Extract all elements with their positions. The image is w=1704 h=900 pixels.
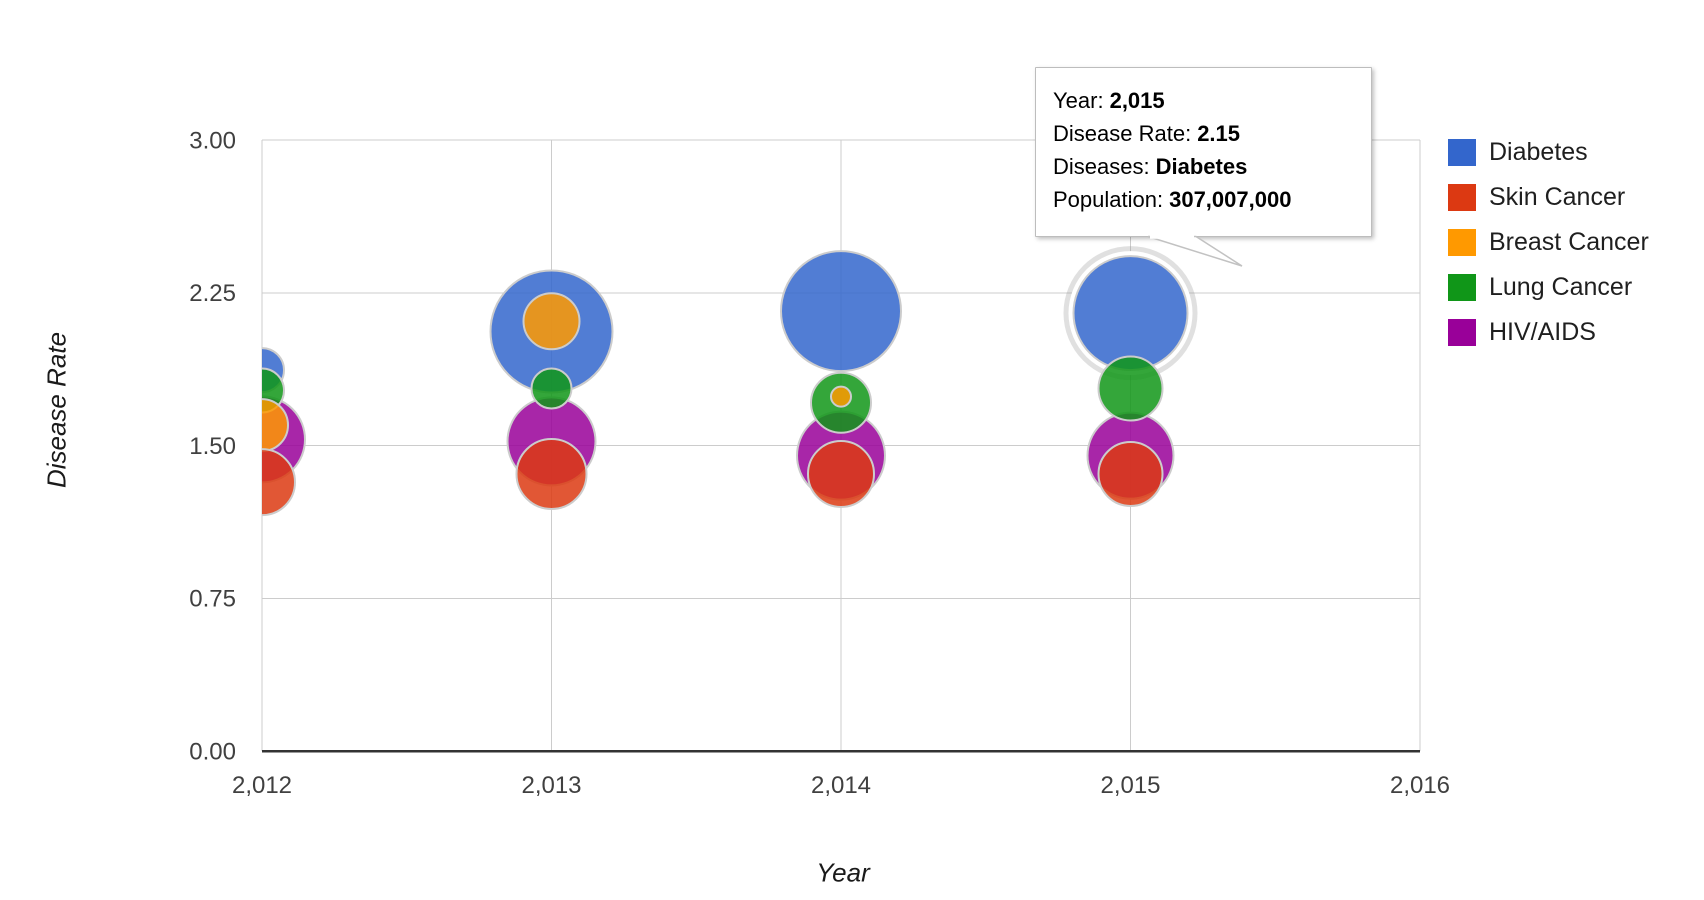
bubble-skin-cancer-2012[interactable] [229, 448, 296, 517]
y-tick-label-0: 0.00 [189, 738, 236, 765]
x-tick-label-2013: 2,013 [521, 772, 581, 799]
legend-label: HIV/AIDS [1489, 318, 1596, 346]
bubble-diabetes-2014[interactable] [780, 250, 902, 373]
tooltip-row-diseases: Diseases: Diabetes [1053, 150, 1371, 183]
tooltip-label: Year: [1053, 88, 1104, 113]
legend: Diabetes Skin Cancer Breast Cancer Lung … [1448, 138, 1649, 363]
tooltip: Year: 2,015 Disease Rate: 2.15 Diseases: Di… [1035, 67, 1372, 237]
x-tick-label-2014: 2,014 [811, 772, 871, 799]
bubble-diabetes-2015[interactable] [1072, 255, 1189, 372]
x-tick-label-2012: 2,012 [232, 772, 292, 799]
legend-item-breast-cancer: Breast Cancer [1448, 228, 1649, 256]
legend-label: Skin Cancer [1489, 183, 1626, 211]
tooltip-label: Diseases: [1053, 154, 1150, 179]
tooltip-value: 2.15 [1197, 121, 1241, 146]
tooltip-label: Population: [1053, 187, 1164, 212]
bubble-lung-cancer-2013[interactable] [530, 367, 573, 410]
x-tick-label-2015: 2,015 [1100, 772, 1160, 799]
legend-label: Diabetes [1489, 138, 1588, 166]
legend-label: Breast Cancer [1489, 228, 1649, 256]
tooltip-value: 2,015 [1109, 88, 1165, 113]
tooltip-row-year: Year: 2,015 [1053, 84, 1371, 117]
tick-labels: 3.00 2.25 1.50 0.75 0.00 2,012 2,013 2,014 2,015… [189, 127, 1450, 799]
y-tick-label-1.5: 1.50 [189, 433, 236, 460]
x-tick-label-2016: 2,016 [1390, 772, 1450, 799]
legend-swatch-hiv-aids [1448, 318, 1476, 346]
bubble-skin-cancer-2014[interactable] [807, 440, 875, 509]
bubble-breast-cancer-2012[interactable] [236, 398, 289, 453]
legend-item-diabetes: Diabetes [1448, 138, 1649, 166]
tooltip-label: Disease Rate: [1053, 121, 1192, 146]
legend-swatch-skin-cancer [1448, 183, 1476, 211]
legend-item-lung-cancer: Lung Cancer [1448, 273, 1649, 301]
bubble-skin-cancer-2015[interactable] [1097, 441, 1164, 508]
bubble-skin-cancer-2013[interactable] [515, 438, 588, 511]
y-tick-label-3: 3.00 [189, 127, 236, 154]
legend-swatch-lung-cancer [1448, 273, 1476, 301]
legend-label: Lung Cancer [1489, 273, 1633, 301]
legend-swatch-breast-cancer [1448, 228, 1476, 256]
tooltip-row-disease-rate: Disease Rate: 2.15 [1053, 117, 1371, 150]
y-axis-title: Disease Rate [41, 331, 72, 489]
tooltip-value: 307,007,000 [1169, 187, 1292, 212]
tooltip-row-population: Population: 307,007,000 [1053, 183, 1371, 216]
bubble-breast-cancer-2013[interactable] [522, 292, 581, 351]
bubble-breast-cancer-2014[interactable] [830, 385, 852, 408]
bubbles [229, 246, 1198, 517]
tooltip-value: Diabetes [1155, 154, 1248, 179]
legend-item-skin-cancer: Skin Cancer [1448, 183, 1649, 211]
legend-swatch-diabetes [1448, 138, 1476, 166]
y-tick-label-2.25: 2.25 [189, 280, 236, 307]
y-tick-label-0.75: 0.75 [189, 586, 236, 613]
bubble-lung-cancer-2015[interactable] [1097, 355, 1164, 422]
x-axis-title: Year [816, 857, 870, 888]
legend-item-hiv-aids: HIV/AIDS [1448, 318, 1649, 346]
gridlines [261, 139, 1421, 753]
